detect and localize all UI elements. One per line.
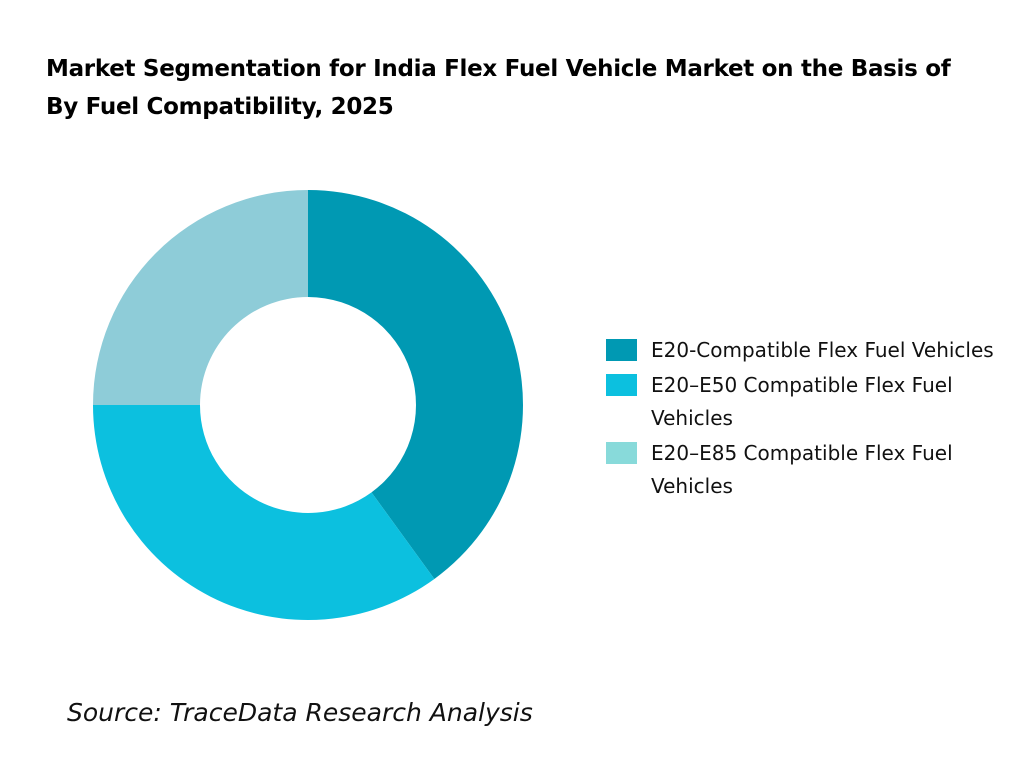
source-note: Source: TraceData Research Analysis [67, 698, 533, 727]
legend-label: E20–E50 Compatible Flex Fuel Vehicles [651, 373, 953, 430]
legend-swatch [606, 339, 637, 361]
legend: E20-Compatible Flex Fuel Vehicles E20–E50… [606, 334, 1016, 505]
donut-slice-1 [308, 190, 524, 579]
donut-chart [92, 190, 524, 621]
legend-item: E20-Compatible Flex Fuel Vehicles [606, 334, 1016, 367]
legend-label: E20–E85 Compatible Flex Fuel Vehicles [651, 441, 953, 498]
legend-swatch [606, 442, 637, 464]
donut-slice-3 [93, 190, 308, 405]
legend-label: E20-Compatible Flex Fuel Vehicles [651, 338, 994, 362]
donut-slice-2 [92, 405, 435, 621]
legend-item: E20–E85 Compatible Flex Fuel Vehicles [606, 437, 1016, 503]
chart-title: Market Segmentation for India Flex Fuel … [46, 56, 951, 120]
legend-swatch [606, 374, 637, 396]
legend-item: E20–E50 Compatible Flex Fuel Vehicles [606, 369, 1016, 435]
